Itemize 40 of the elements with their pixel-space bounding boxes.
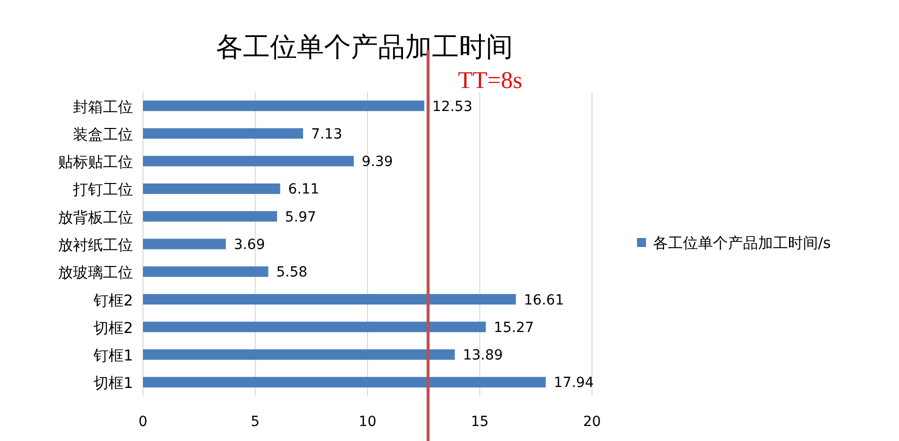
annotation: TT=8s [458, 68, 522, 94]
y-tick-label: 封箱工位 [73, 98, 133, 116]
legend-label: 各工位单个产品加工时间/s [653, 234, 832, 252]
y-tick-label: 装盒工位 [73, 125, 133, 144]
bar [143, 294, 516, 305]
bar [143, 183, 280, 194]
x-tick-label: 10 [358, 414, 376, 430]
bar [143, 156, 354, 166]
y-tick-label: 钉框1 [92, 346, 133, 365]
data-label: 7.13 [311, 126, 342, 142]
data-label: 15.27 [494, 320, 534, 336]
bar [143, 211, 278, 222]
x-tick-label: 20 [583, 414, 601, 430]
bar [143, 100, 424, 112]
x-tick-label: 5 [250, 414, 260, 430]
data-label: 5.58 [276, 264, 308, 281]
data-label: 6.11 [288, 182, 320, 198]
bar [143, 322, 486, 332]
y-tick-label: 放玻璃工位 [58, 264, 133, 282]
y-tick-label: 放衬纸工位 [58, 236, 133, 254]
bar [143, 376, 546, 388]
y-tick-label: 切框1 [93, 374, 133, 392]
y-tick-label: 放背板工位 [58, 208, 133, 226]
bar [143, 266, 268, 277]
data-label: 17.94 [554, 375, 594, 392]
bar [143, 238, 226, 250]
data-label: 12.53 [432, 98, 472, 115]
data-label: 3.69 [234, 237, 266, 253]
x-tick-label: 15 [470, 414, 489, 430]
data-label: 5.97 [285, 209, 316, 226]
bar [143, 349, 455, 360]
bar [143, 128, 304, 139]
y-tick-label: 切框2 [93, 318, 133, 337]
data-label: 16.61 [524, 292, 564, 308]
y-tick-label: 打钉工位 [72, 180, 133, 199]
data-label: 13.89 [462, 348, 503, 364]
y-tick-label: 钉框2 [92, 291, 133, 310]
y-tick-label: 贴标贴工位 [58, 153, 133, 172]
x-tick-label: 0 [138, 414, 148, 430]
data-label: 9.39 [362, 154, 393, 170]
